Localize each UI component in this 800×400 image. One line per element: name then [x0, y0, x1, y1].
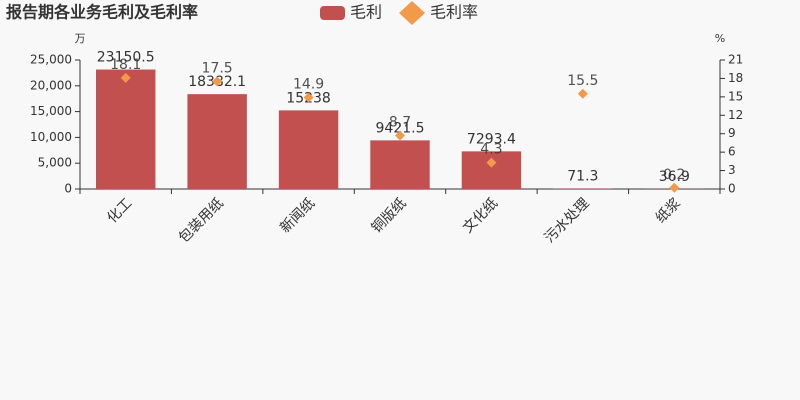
bar	[278, 110, 339, 189]
diamond-marker	[212, 76, 223, 87]
chart-title: 报告期各业务毛利及毛利率	[6, 3, 198, 22]
y-tick-label: 5,000	[38, 156, 72, 170]
rate-value-label: 0.2	[663, 167, 685, 183]
bar-value-label: 7293.4	[467, 131, 516, 147]
y-tick-label: 10,000	[30, 130, 72, 144]
y2-tick-label: 9	[728, 126, 736, 140]
y2-tick-label: 6	[728, 145, 736, 159]
y2-tick-label: 3	[728, 163, 736, 177]
diamond-marker	[669, 182, 680, 193]
rate-value-label: 17.5	[202, 61, 233, 77]
y-tick-label: 0	[64, 182, 72, 196]
y-tick-label: 25,000	[30, 53, 72, 67]
bar	[370, 140, 430, 189]
legend-swatch	[320, 6, 345, 20]
rate-value-label: 18.1	[110, 57, 141, 73]
y-tick-label: 15,000	[30, 104, 72, 118]
bar	[187, 94, 247, 189]
y2-axis-unit: %	[715, 32, 725, 45]
legend-swatch	[399, 1, 426, 25]
rate-value-label: 14.9	[293, 76, 324, 92]
legend-label: 毛利率	[430, 3, 478, 22]
bar	[96, 69, 156, 189]
diamond-marker	[303, 92, 314, 103]
y-axis-unit: 万	[75, 32, 86, 45]
bar-value-label: 36.9	[659, 169, 690, 185]
diamond-marker	[120, 72, 131, 83]
y2-tick-label: 12	[728, 108, 743, 122]
y2-tick-label: 21	[728, 53, 743, 67]
legend-label: 毛利	[350, 3, 382, 22]
y2-tick-label: 15	[728, 89, 743, 103]
diamond-marker	[395, 130, 405, 141]
bar-value-label: 9421.5	[376, 120, 425, 136]
y2-tick-label: 0	[728, 182, 736, 196]
diamond-marker	[577, 88, 588, 99]
diamond-marker	[486, 157, 497, 168]
bar-value-label: 71.3	[567, 169, 598, 185]
rate-value-label: 4.3	[480, 142, 502, 158]
rate-value-label: 8.7	[389, 115, 411, 131]
bar-value-label: 23150.5	[97, 50, 155, 66]
rate-value-label: 15.5	[567, 73, 598, 89]
y-tick-label: 20,000	[30, 78, 72, 92]
y2-tick-label: 18	[728, 71, 743, 85]
